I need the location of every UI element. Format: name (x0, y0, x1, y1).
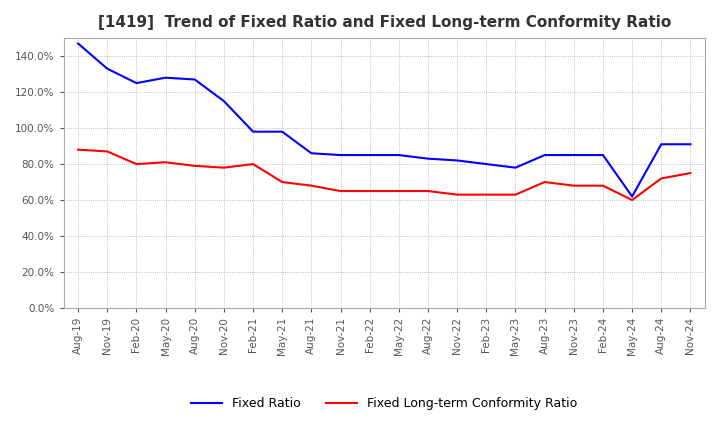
Fixed Long-term Conformity Ratio (511, 192, 520, 197)
Fixed Long-term Conformity Ratio (540, 180, 549, 185)
Fixed Ratio (248, 129, 257, 134)
Fixed Long-term Conformity Ratio (395, 188, 403, 194)
Fixed Ratio (511, 165, 520, 170)
Fixed Ratio (336, 152, 345, 158)
Fixed Ratio (73, 41, 82, 46)
Fixed Ratio (628, 194, 636, 199)
Fixed Long-term Conformity Ratio (278, 180, 287, 185)
Fixed Ratio (220, 99, 228, 104)
Fixed Long-term Conformity Ratio (220, 165, 228, 170)
Fixed Ratio (132, 81, 140, 86)
Fixed Ratio (161, 75, 170, 81)
Fixed Long-term Conformity Ratio (248, 161, 257, 167)
Legend: Fixed Ratio, Fixed Long-term Conformity Ratio: Fixed Ratio, Fixed Long-term Conformity … (186, 392, 582, 415)
Fixed Long-term Conformity Ratio (73, 147, 82, 152)
Fixed Ratio (190, 77, 199, 82)
Fixed Ratio (540, 152, 549, 158)
Fixed Ratio (657, 142, 665, 147)
Fixed Ratio (453, 158, 462, 163)
Fixed Ratio (686, 142, 695, 147)
Fixed Long-term Conformity Ratio (482, 192, 490, 197)
Fixed Long-term Conformity Ratio (598, 183, 607, 188)
Fixed Ratio (482, 161, 490, 167)
Fixed Long-term Conformity Ratio (365, 188, 374, 194)
Fixed Long-term Conformity Ratio (423, 188, 432, 194)
Fixed Ratio (570, 152, 578, 158)
Fixed Ratio (365, 152, 374, 158)
Fixed Long-term Conformity Ratio (103, 149, 112, 154)
Fixed Long-term Conformity Ratio (657, 176, 665, 181)
Fixed Ratio (307, 150, 315, 156)
Fixed Ratio (103, 66, 112, 71)
Fixed Ratio (423, 156, 432, 161)
Fixed Ratio (278, 129, 287, 134)
Line: Fixed Long-term Conformity Ratio: Fixed Long-term Conformity Ratio (78, 150, 690, 200)
Fixed Long-term Conformity Ratio (336, 188, 345, 194)
Fixed Long-term Conformity Ratio (628, 198, 636, 203)
Fixed Ratio (598, 152, 607, 158)
Fixed Long-term Conformity Ratio (453, 192, 462, 197)
Line: Fixed Ratio: Fixed Ratio (78, 44, 690, 196)
Fixed Long-term Conformity Ratio (132, 161, 140, 167)
Fixed Long-term Conformity Ratio (686, 170, 695, 176)
Fixed Ratio (395, 152, 403, 158)
Fixed Long-term Conformity Ratio (161, 160, 170, 165)
Title: [1419]  Trend of Fixed Ratio and Fixed Long-term Conformity Ratio: [1419] Trend of Fixed Ratio and Fixed Lo… (98, 15, 671, 30)
Fixed Long-term Conformity Ratio (570, 183, 578, 188)
Fixed Long-term Conformity Ratio (307, 183, 315, 188)
Fixed Long-term Conformity Ratio (190, 163, 199, 169)
